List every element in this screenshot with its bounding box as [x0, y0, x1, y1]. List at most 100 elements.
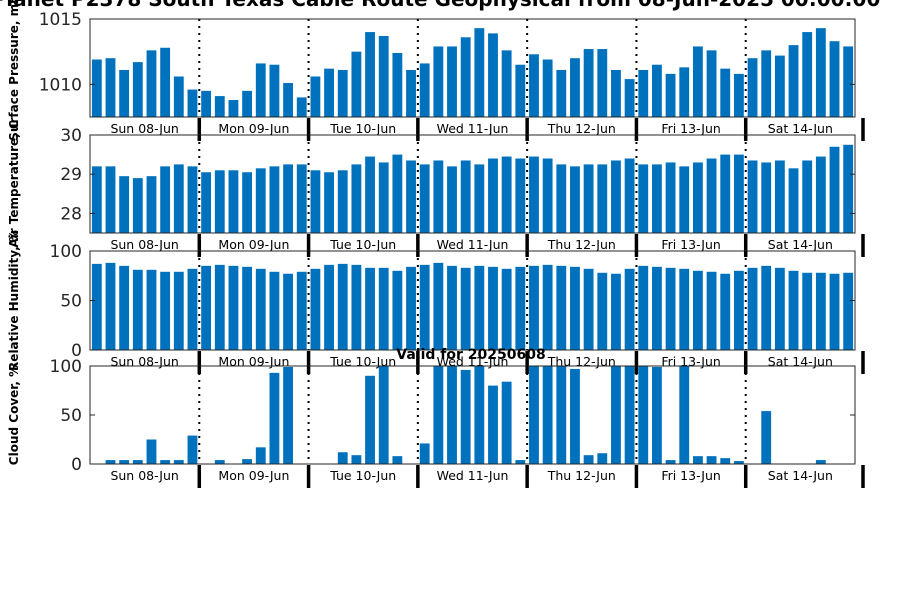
day-label: Tue 10-Jun — [329, 121, 396, 136]
bar — [611, 273, 621, 350]
bar — [829, 41, 840, 117]
bar — [324, 68, 334, 117]
bar — [679, 366, 690, 464]
bar — [665, 73, 676, 117]
bar — [146, 50, 157, 117]
bar — [679, 67, 690, 117]
bar — [447, 366, 457, 464]
bar — [269, 64, 280, 117]
bar — [365, 156, 375, 233]
bar — [91, 59, 102, 117]
bar — [501, 268, 512, 350]
bar — [515, 266, 526, 350]
panel-2: 28 29 30 Sun 08-Jun Mon 09-Jun Tue 10-Jun Wed … — [7, 120, 865, 257]
bar — [802, 160, 813, 233]
bar — [214, 264, 225, 350]
bar — [351, 164, 362, 233]
bar — [255, 168, 266, 233]
panel-4: 0 50 100 Sun 08-Jun Mon 09-Jun Tue 10-Jun Wed … — [7, 357, 865, 488]
bar — [706, 271, 717, 350]
bar — [433, 366, 444, 464]
bar — [570, 166, 580, 233]
bar — [529, 54, 539, 117]
bar — [611, 366, 621, 464]
bar — [447, 46, 457, 117]
bar — [283, 273, 293, 350]
bar — [733, 73, 744, 117]
y-tick-label: 29 — [60, 165, 82, 185]
bar — [132, 269, 143, 350]
bar — [692, 162, 703, 233]
bar — [761, 411, 772, 464]
bar — [283, 164, 293, 233]
bar — [283, 366, 293, 464]
bar — [365, 32, 375, 117]
bar — [652, 266, 662, 350]
bar — [146, 176, 157, 233]
bar — [105, 460, 116, 464]
bar — [365, 375, 375, 464]
day-label: Thu 12-Jun — [547, 468, 616, 483]
bar — [187, 268, 198, 350]
bar — [542, 264, 553, 350]
bar — [132, 460, 143, 464]
bar — [228, 170, 239, 233]
bar — [119, 69, 130, 117]
bar — [843, 46, 854, 117]
bar — [406, 266, 416, 350]
day-label: Mon 09-Jun — [218, 354, 289, 369]
y-tick-label: 30 — [60, 126, 82, 146]
day-label: Sun 08-Jun — [110, 354, 178, 369]
bar — [337, 263, 348, 350]
bar — [720, 68, 731, 117]
y-axis-label: Cloud Cover, % — [7, 365, 21, 465]
day-label: Fri 13-Jun — [661, 468, 721, 483]
day-label: Wed 11-Jun — [437, 237, 509, 252]
bar — [679, 268, 690, 350]
bar — [447, 265, 457, 350]
bar — [583, 268, 594, 350]
bar — [173, 460, 184, 464]
bar — [132, 62, 143, 117]
bar — [692, 46, 703, 117]
bar — [146, 269, 157, 350]
bar — [570, 368, 580, 464]
day-label: Mon 09-Jun — [218, 121, 289, 136]
bar — [255, 447, 266, 464]
y-axis-label: Surface Pressure, mb — [7, 0, 21, 141]
bar — [624, 366, 635, 464]
plot-frame — [89, 134, 856, 234]
bar — [296, 271, 307, 350]
bar — [761, 265, 772, 350]
day-label: Thu 12-Jun — [547, 237, 616, 252]
bar — [105, 262, 116, 350]
bar — [419, 63, 430, 117]
bar — [392, 456, 403, 464]
bar — [597, 49, 608, 117]
bar — [747, 267, 758, 350]
bar — [815, 460, 826, 464]
bar — [228, 100, 239, 117]
bar — [419, 443, 430, 464]
bar — [242, 459, 253, 464]
bar — [228, 265, 239, 350]
bar — [296, 164, 307, 233]
bar — [747, 160, 758, 233]
bar — [733, 461, 744, 464]
bar — [788, 270, 799, 350]
day-label: Fri 13-Jun — [661, 354, 721, 369]
bar — [173, 76, 184, 117]
bar — [351, 51, 362, 117]
bar — [310, 76, 321, 117]
bar — [91, 263, 102, 350]
bar — [529, 366, 539, 464]
bar — [583, 164, 594, 233]
bar — [132, 178, 143, 233]
bar — [160, 47, 171, 117]
bar — [802, 272, 813, 350]
bar — [624, 158, 635, 233]
bar — [679, 166, 690, 233]
day-label: Wed 11-Jun — [437, 354, 509, 369]
bar — [337, 452, 348, 464]
day-label: Sat 14-Jun — [768, 237, 833, 252]
